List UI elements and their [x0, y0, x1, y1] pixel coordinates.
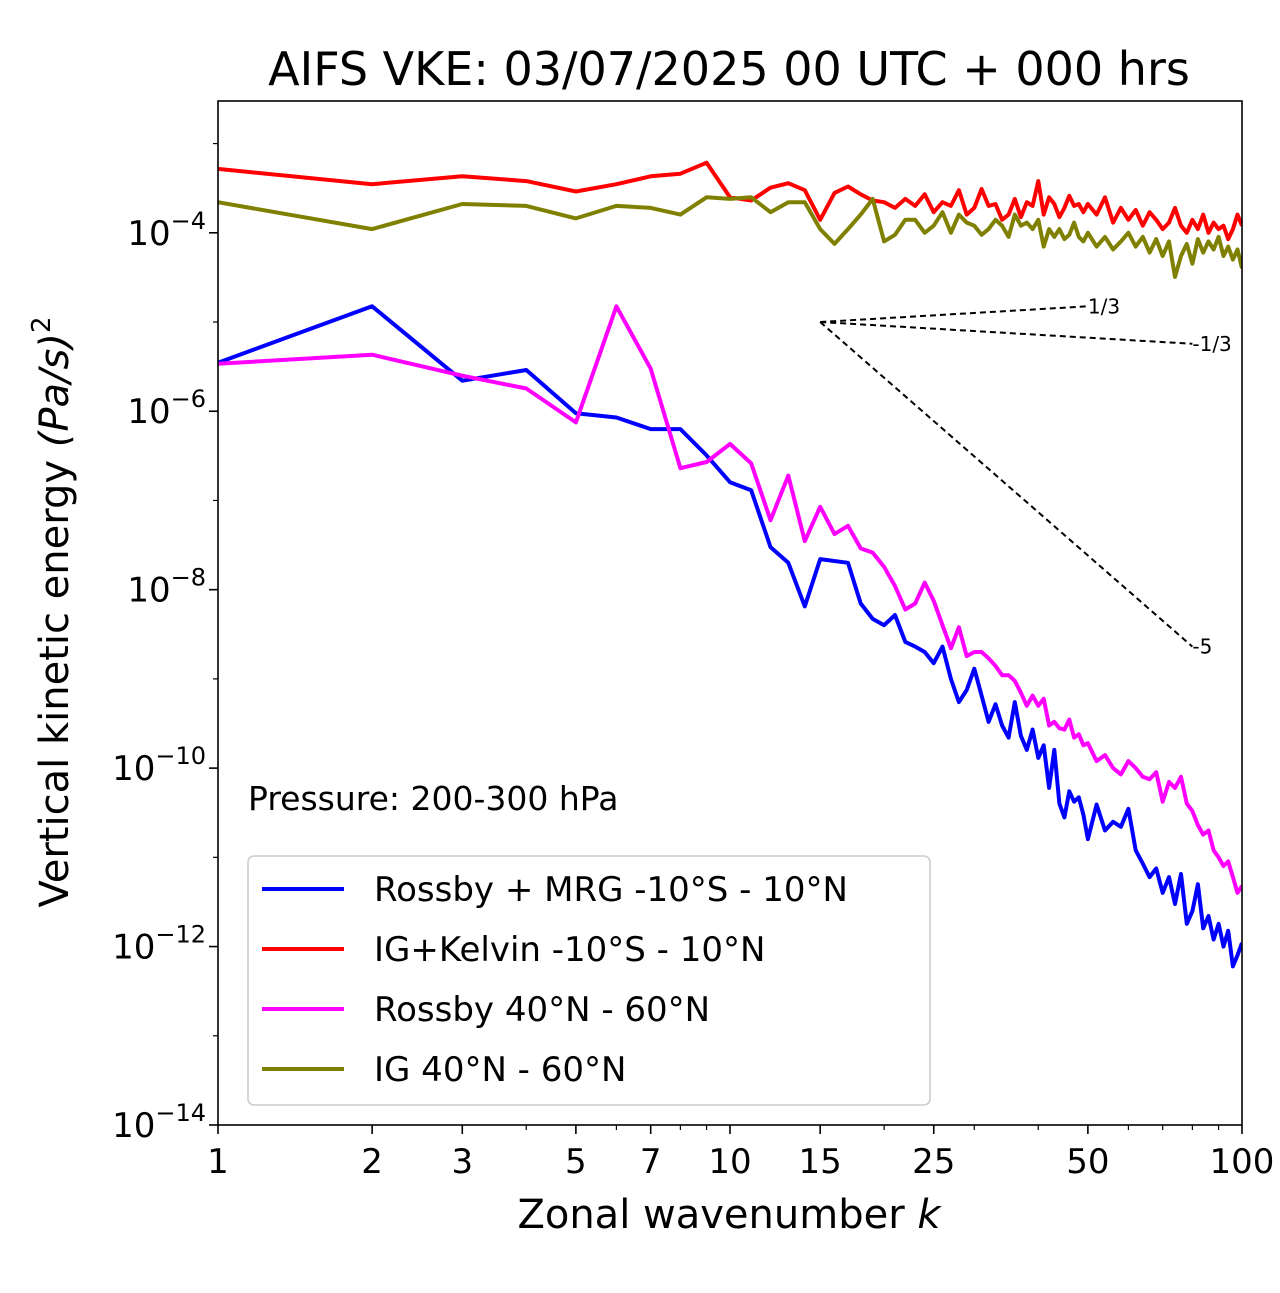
reference-slope-line-0 [820, 305, 1088, 324]
legend-label-3: IG 40°N - 60°N [374, 1050, 626, 1090]
x-tick-label-3: 5 [565, 1142, 587, 1182]
reference-slope-line-2 [819, 321, 1194, 648]
x-tick-label-9: 100 [1210, 1142, 1275, 1182]
series-line-1 [218, 160, 1242, 242]
legend-label-1: IG+Kelvin -10°S - 10°N [374, 930, 765, 970]
chart-title: AIFS VKE: 03/07/2025 00 UTC + 000 hrs [268, 42, 1190, 96]
series-line-2 [218, 304, 1242, 895]
x-tick-label-1: 2 [361, 1142, 383, 1182]
x-tick-label-8: 50 [1066, 1142, 1109, 1182]
series-layer [218, 160, 1242, 969]
x-tick-label-6: 15 [799, 1142, 842, 1182]
legend-box [247, 855, 931, 1106]
x-axis-label-text: Zonal wavenumber [517, 1192, 905, 1238]
y-axis-label-unit: (Pa/s) [32, 333, 78, 447]
reference-slope-line-1 [820, 321, 1193, 345]
y-tick-label-2: 10−8 [127, 564, 206, 611]
x-tick-label-2: 3 [451, 1142, 473, 1182]
reference-slope-label-1: -1/3 [1192, 332, 1231, 356]
legend: Rossby + MRG -10°S - 10°N IG+Kelvin -10°S… [247, 855, 931, 1106]
y-axis-label: Vertical kinetic energy (Pa/s)2 [27, 317, 78, 908]
x-axis-ticks: 1 2 3 5 7 10 15 25 50 100 [207, 1125, 1274, 1182]
legend-label-2: Rossby 40°N - 60°N [374, 990, 710, 1030]
x-tick-label-4: 7 [640, 1142, 662, 1182]
pressure-annotation: Pressure: 200-300 hPa [248, 779, 618, 818]
legend-label-0: Rossby + MRG -10°S - 10°N [374, 870, 848, 910]
series-line-3 [218, 195, 1242, 279]
series-line-0 [218, 304, 1242, 969]
x-tick-label-7: 25 [912, 1142, 955, 1182]
y-tick-label-4: 10−12 [112, 921, 206, 968]
x-axis-label: Zonal wavenumber k [517, 1192, 942, 1238]
y-tick-label-0: 10−4 [127, 207, 206, 254]
y-tick-label-3: 10−10 [112, 742, 206, 789]
x-axis-label-var: k [917, 1192, 942, 1238]
x-tick-label-5: 10 [708, 1142, 751, 1182]
reference-slope-label-2: -5 [1192, 635, 1212, 659]
reference-slope-label-0: 1/3 [1088, 294, 1120, 318]
y-tick-label-1: 10−6 [127, 385, 206, 432]
x-tick-label-0: 1 [207, 1142, 229, 1182]
reference-slopes: 1/3 -1/3 -5 [819, 294, 1232, 659]
y-axis-label-exp: 2 [27, 317, 57, 334]
y-axis-label-text: Vertical kinetic energy [32, 460, 78, 908]
y-axis-ticks: 10−4 10−6 10−8 10−10 10−12 10−14 [112, 142, 218, 1146]
y-tick-label-5: 10−14 [112, 1099, 206, 1146]
